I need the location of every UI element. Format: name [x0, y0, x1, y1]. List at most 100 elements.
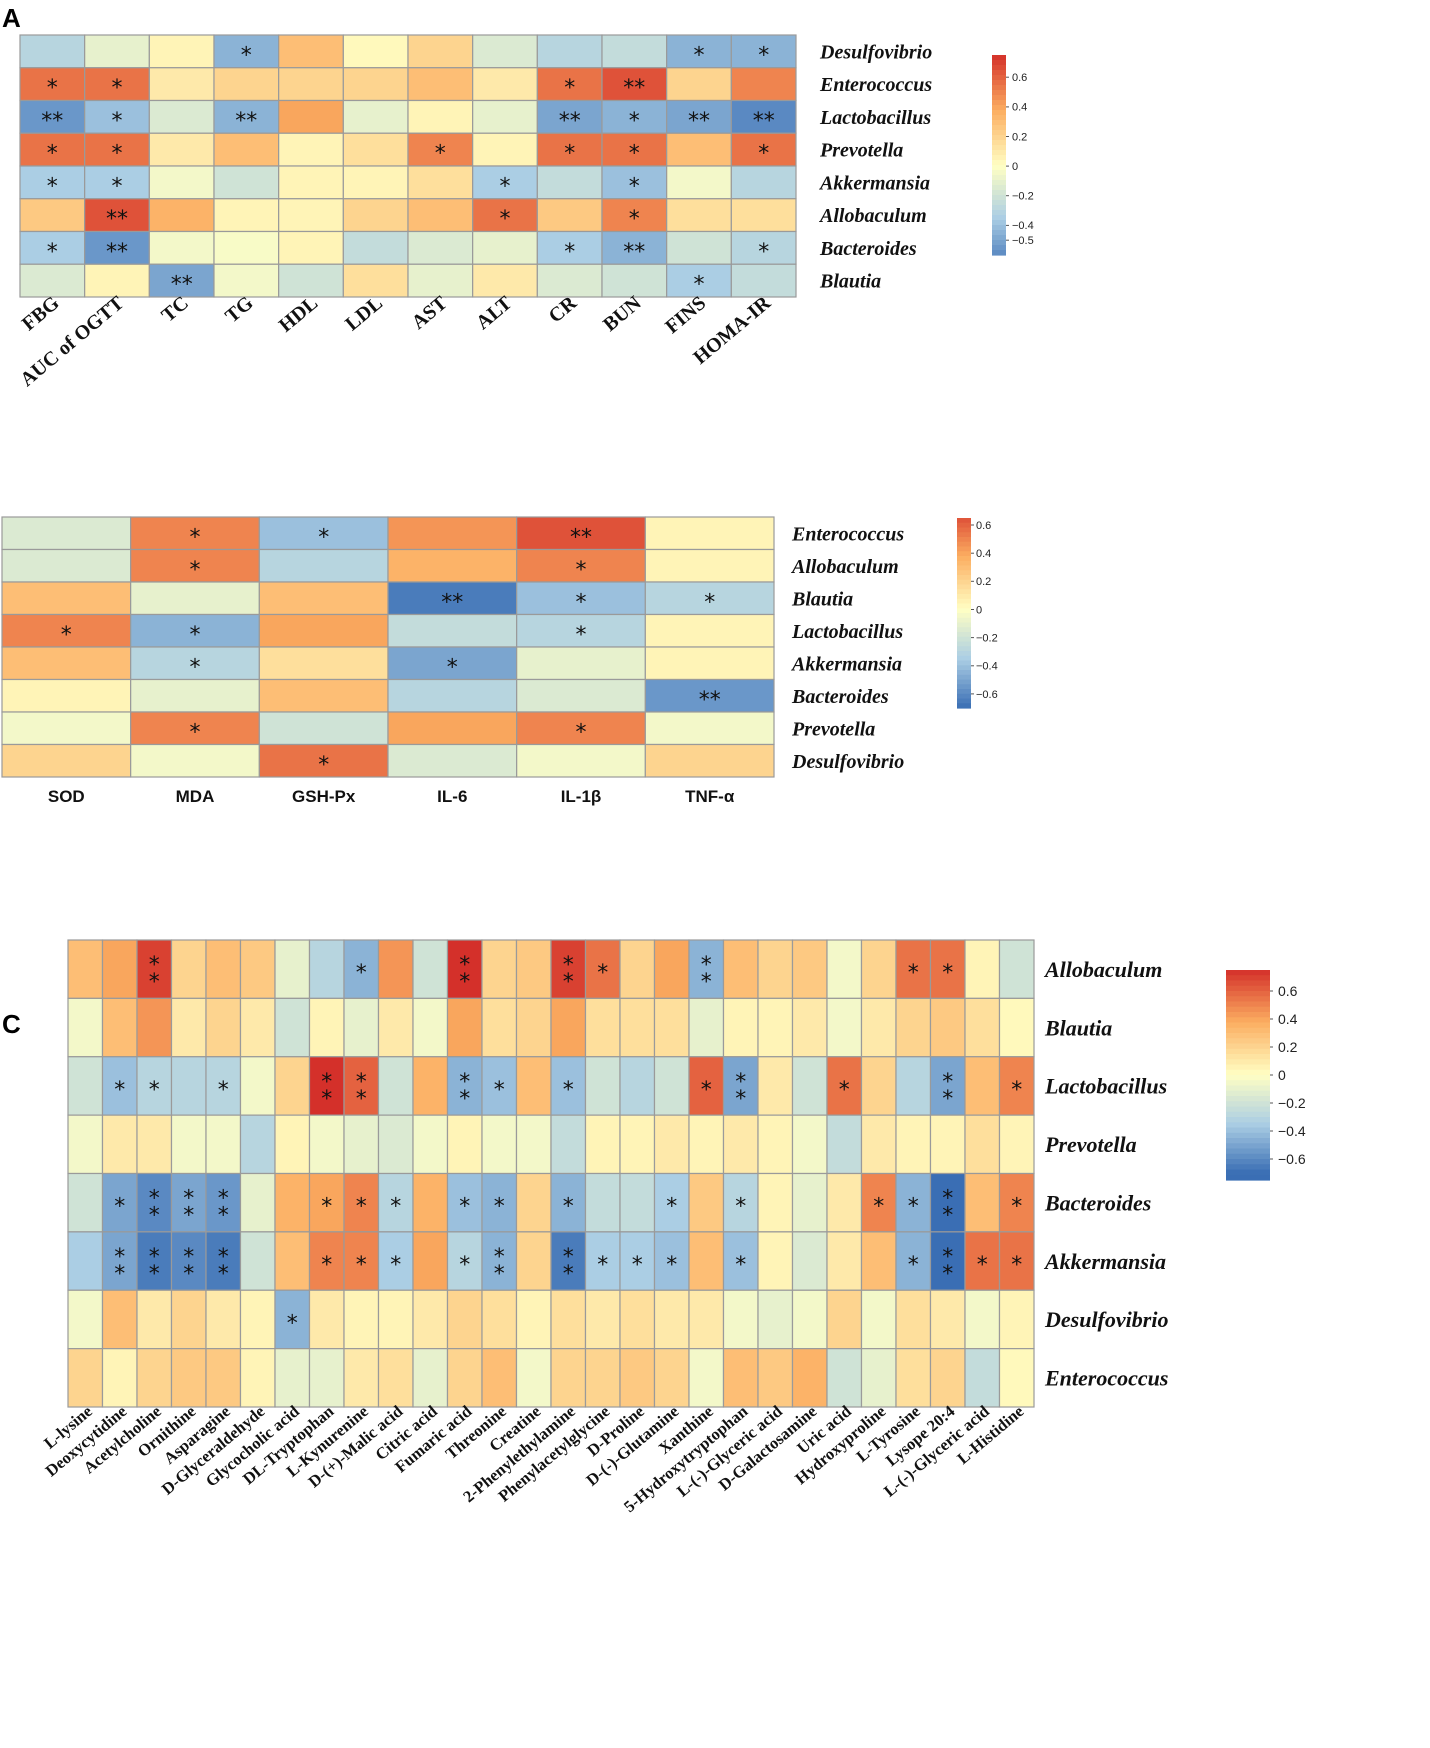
significance-marker: ** [459, 953, 470, 995]
colorbar-segment [957, 532, 971, 538]
column-label: BUN [599, 292, 646, 336]
heatmap-cell [239, 939, 276, 999]
heatmap-cell [653, 1289, 690, 1350]
heatmap-cell [101, 1172, 138, 1233]
heatmap-cell [239, 1289, 276, 1350]
heatmap-cell [860, 1289, 897, 1350]
heatmap-cell [730, 198, 797, 233]
heatmap-cell [964, 1114, 1001, 1175]
heatmap-cell [213, 67, 280, 102]
heatmap-cell [67, 1172, 104, 1233]
heatmap-cell [1, 711, 132, 746]
heatmap-cell [860, 1114, 897, 1175]
significance-marker: ** [942, 1187, 953, 1229]
heatmap-cell [516, 743, 646, 778]
row-label: Bacteroides [1044, 1190, 1151, 1215]
heatmap-cell [412, 939, 449, 999]
significance-marker: * [576, 720, 587, 745]
colorbar-segment [957, 651, 971, 657]
heatmap-cell [929, 1056, 966, 1116]
heatmap-cell [644, 581, 775, 616]
heatmap-cell [84, 99, 150, 134]
heatmap-cell [387, 516, 518, 551]
row-label: Blautia [1044, 1015, 1112, 1040]
heatmap-cell [377, 997, 414, 1058]
significance-marker: * [576, 558, 587, 583]
significance-marker: ** [563, 953, 574, 995]
heatmap-cell [929, 1289, 966, 1350]
colorbar-segment [1226, 985, 1270, 992]
heatmap-cell [148, 198, 215, 233]
heatmap-cell [536, 132, 603, 167]
heatmap-cell [148, 34, 215, 69]
row-label: Prevotella [1044, 1132, 1137, 1157]
significance-marker: * [459, 1195, 470, 1220]
heatmap-cell [446, 1172, 483, 1233]
panel-c-label: C [2, 1009, 21, 1039]
colorbar-segment [1226, 996, 1270, 1003]
heatmap-cell [205, 1172, 242, 1233]
heatmap-cell [213, 165, 280, 200]
heatmap-cell [377, 939, 414, 999]
column-label: MDA [176, 787, 215, 806]
heatmap-cell [258, 548, 389, 583]
colorbar-segment [957, 660, 971, 666]
heatmap-cell [998, 1231, 1035, 1291]
colorbar-segment [957, 679, 971, 685]
heatmap-cell [170, 997, 207, 1058]
colorbar-segment [992, 180, 1006, 186]
heatmap-cell [130, 646, 260, 681]
heatmap-cell [481, 1114, 518, 1175]
colorbar-segment [1226, 1127, 1270, 1134]
row-label: Allobaculum [1043, 957, 1162, 982]
heatmap-cell [412, 1231, 449, 1291]
colorbar-segment [957, 622, 971, 628]
heatmap-cell [205, 997, 242, 1058]
heatmap-cell [826, 997, 863, 1058]
significance-marker: * [47, 240, 58, 265]
heatmap-cell [757, 1348, 794, 1408]
heatmap-cell [377, 1056, 414, 1116]
heatmap-cell [722, 1348, 759, 1408]
heatmap-cell [1, 678, 132, 713]
heatmap-cell [205, 939, 242, 999]
colorbar-segment [957, 641, 971, 647]
heatmap-cell [601, 34, 668, 69]
heatmap-cell [278, 198, 344, 233]
row-label: Lactobacillus [1044, 1074, 1167, 1099]
significance-marker: * [190, 655, 201, 680]
heatmap-cell [536, 99, 603, 134]
heatmap-cell [274, 939, 311, 999]
heatmap-cell [213, 230, 280, 265]
heatmap-cell [472, 230, 538, 265]
significance-marker: ** [171, 273, 193, 298]
heatmap-cell [584, 1348, 621, 1408]
colorbar-tick-label: 0.2 [976, 576, 991, 588]
heatmap-cell [653, 997, 690, 1058]
significance-marker: ** [114, 1245, 125, 1287]
heatmap-cell [826, 939, 863, 999]
colorbar-segment [992, 240, 1006, 246]
significance-marker: ** [106, 207, 128, 232]
colorbar-segment [957, 617, 971, 624]
significance-marker: * [873, 1195, 884, 1220]
colorbar-segment [1226, 1122, 1270, 1129]
significance-marker: * [758, 43, 769, 68]
colorbar-tick-label: 0.4 [1012, 102, 1027, 114]
colorbar-segment [992, 165, 1006, 171]
significance-marker: * [597, 961, 608, 986]
heatmap-cell [343, 1348, 380, 1408]
heatmap-cell [407, 230, 474, 265]
significance-marker: * [190, 558, 201, 583]
heatmap-cell [536, 198, 603, 233]
heatmap-cell [213, 198, 280, 233]
significance-marker: * [112, 142, 123, 167]
heatmap-cell [964, 1348, 1001, 1408]
significance-marker: ** [753, 109, 775, 134]
heatmap-cell [472, 132, 538, 167]
heatmap-cell [412, 1114, 449, 1175]
heatmap-cell [67, 1231, 104, 1291]
significance-marker: * [112, 76, 123, 101]
colorbar-segment [957, 575, 971, 581]
